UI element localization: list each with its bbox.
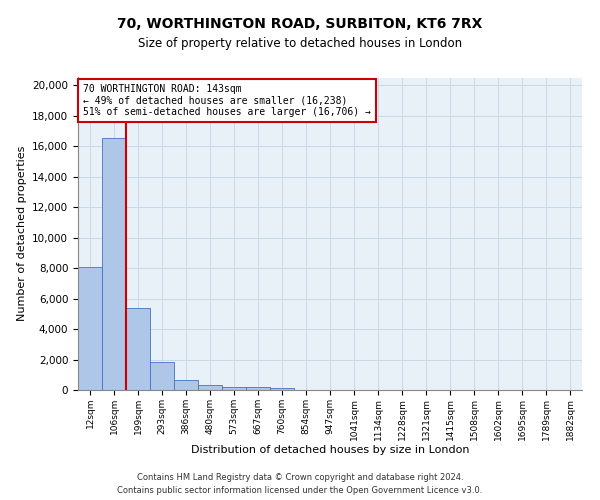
Bar [222, 387, 246, 390]
Bar [246, 388, 270, 390]
Bar [198, 385, 222, 390]
Text: Size of property relative to detached houses in London: Size of property relative to detached ho… [138, 38, 462, 51]
Bar [150, 362, 174, 390]
X-axis label: Distribution of detached houses by size in London: Distribution of detached houses by size … [191, 446, 469, 456]
Y-axis label: Number of detached properties: Number of detached properties [17, 146, 26, 322]
Text: 70 WORTHINGTON ROAD: 143sqm
← 49% of detached houses are smaller (16,238)
51% of: 70 WORTHINGTON ROAD: 143sqm ← 49% of det… [83, 84, 371, 117]
Bar [102, 138, 126, 390]
Bar [174, 380, 198, 390]
Bar [126, 308, 150, 390]
Bar [270, 388, 294, 390]
Bar [78, 268, 102, 390]
Text: Contains HM Land Registry data © Crown copyright and database right 2024.
Contai: Contains HM Land Registry data © Crown c… [118, 474, 482, 495]
Text: 70, WORTHINGTON ROAD, SURBITON, KT6 7RX: 70, WORTHINGTON ROAD, SURBITON, KT6 7RX [118, 18, 482, 32]
